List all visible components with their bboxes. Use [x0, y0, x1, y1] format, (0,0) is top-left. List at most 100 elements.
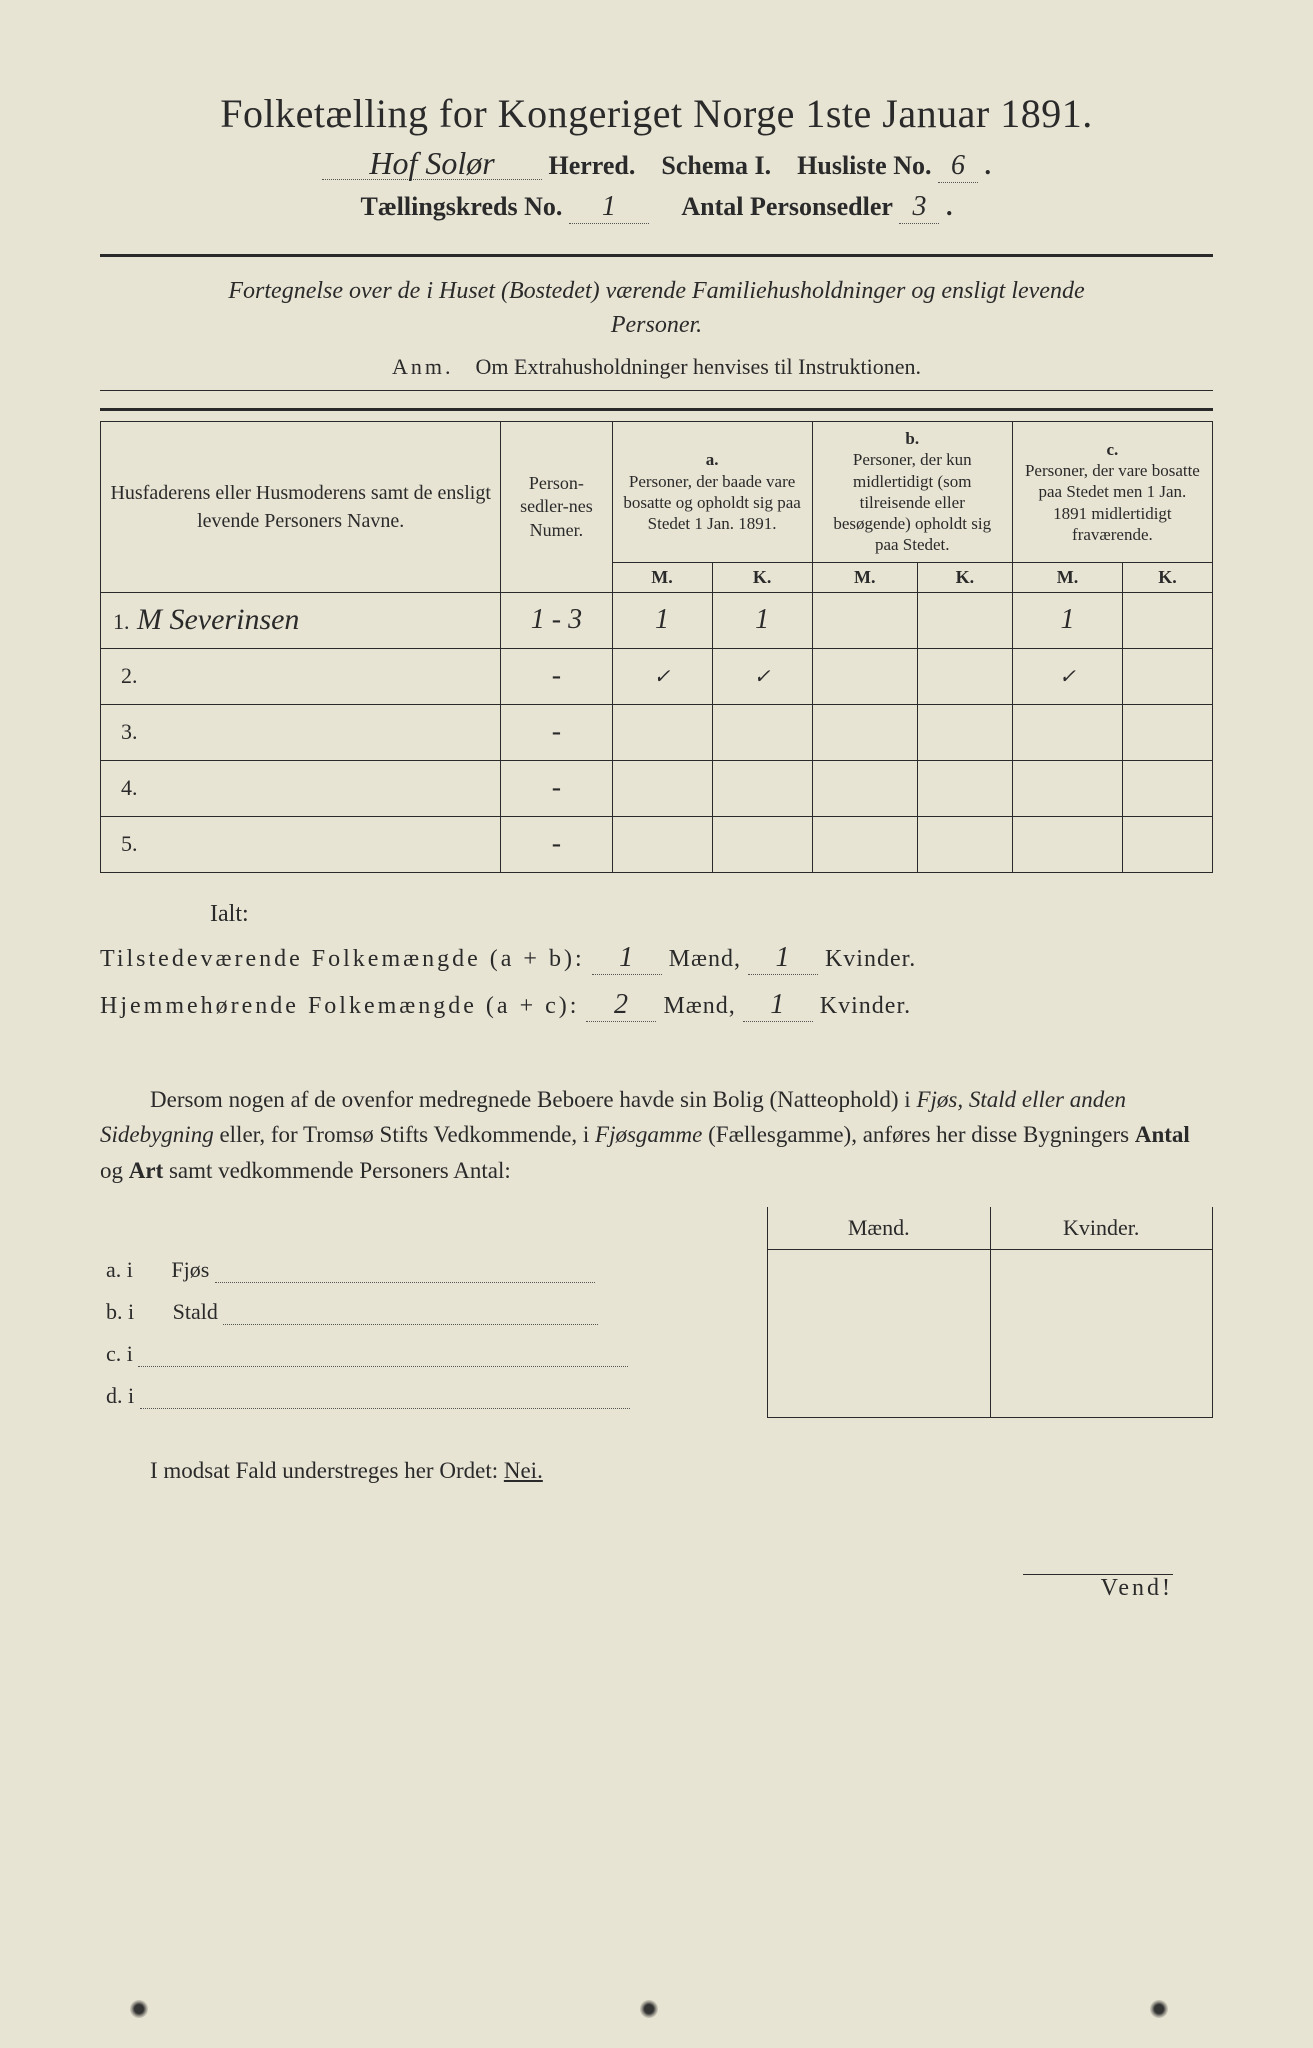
row-bM [812, 648, 917, 704]
antal-label: Antal Personsedler [681, 192, 893, 221]
summary1-m: 1 [592, 942, 662, 975]
row-num-label: 5. [101, 816, 501, 872]
herred-handwritten: Hof Solør [322, 147, 542, 180]
anm-line: Anm. Om Extrahusholdninger henvises til … [100, 354, 1213, 380]
divider-thin [100, 390, 1213, 391]
row-cK [1123, 704, 1213, 760]
row-aK [712, 816, 812, 872]
row-bM [812, 704, 917, 760]
side-maend-header: Mænd. [768, 1207, 991, 1250]
schema-label: Schema I. [661, 151, 771, 180]
table-row: 2. - ✓ ✓ ✓ [101, 648, 1213, 704]
row-num-label: 4. [101, 760, 501, 816]
row-cM: 1 [1012, 592, 1122, 648]
form-subtitle: Fortegnelse over de i Huset (Bostedet) v… [207, 275, 1107, 342]
row-cM [1012, 816, 1122, 872]
header-line-2: Hof Solør Herred. Schema I. Husliste No.… [100, 147, 1213, 183]
kvinder-label: Kvinder. [825, 946, 916, 972]
row-num: - [501, 816, 612, 872]
row-aK [712, 704, 812, 760]
col-header-names: Husfaderens eller Husmoderens samt de en… [101, 422, 501, 593]
main-table: Husfaderens eller Husmoderens samt de en… [100, 421, 1213, 873]
header-line-3: Tællingskreds No. 1 Antal Personsedler 3… [100, 191, 1213, 224]
maend-label: Mænd, [669, 946, 741, 972]
vend-label: Vend! [100, 1575, 1213, 1602]
col-b-m: M. [812, 562, 917, 592]
row-bK [917, 704, 1012, 760]
herred-label: Herred. [549, 151, 636, 180]
row-bK [917, 648, 1012, 704]
row-aK: 1 [712, 592, 812, 648]
pinhole-icon [1150, 2000, 1168, 2018]
row-name: 1. M Severinsen [101, 592, 501, 648]
nei-line: I modsat Fald understreges her Ordet: Ne… [100, 1458, 1213, 1484]
row-cK [1123, 648, 1213, 704]
row-cK [1123, 816, 1213, 872]
row-aM [612, 704, 712, 760]
pinhole-icon [640, 2000, 658, 2018]
row-aK [712, 760, 812, 816]
kvinder-label: Kvinder. [820, 993, 911, 1019]
kreds-label: Tællingskreds No. [361, 192, 563, 221]
col-c-m: M. [1012, 562, 1122, 592]
row-aK: ✓ [712, 648, 812, 704]
side-row: b. i Stald [100, 1291, 1213, 1333]
col-a-m: M. [612, 562, 712, 592]
antal-no: 3 [899, 191, 939, 224]
side-row: d. i [100, 1375, 1213, 1417]
anm-label: Anm. [392, 354, 454, 379]
nei-word: Nei. [504, 1458, 543, 1483]
pinhole-icon [130, 2000, 148, 2018]
side-row: a. i Fjøs [100, 1249, 1213, 1291]
summary2-k: 1 [743, 989, 813, 1022]
col-header-c: c. Personer, der vare bosatte paa Stedet… [1012, 422, 1212, 563]
row-num: - [501, 704, 612, 760]
maend-label: Mænd, [663, 993, 735, 1019]
summary-line-2: Hjemmehørende Folkemængde (a + c): 2 Mæn… [100, 989, 1213, 1022]
side-kvinder-header: Kvinder. [990, 1207, 1213, 1250]
ialt-label: Ialt: [210, 901, 1213, 928]
row-bK [917, 816, 1012, 872]
table-row: 1. M Severinsen 1 - 3 1 1 1 [101, 592, 1213, 648]
summary2-m: 2 [586, 989, 656, 1022]
table-row: 4. - [101, 760, 1213, 816]
summary1-label: Tilstedeværende Folkemængde (a + b): [100, 946, 585, 972]
row-bM [812, 816, 917, 872]
col-a-k: K. [712, 562, 812, 592]
row-num: 1 - 3 [501, 592, 612, 648]
row-aM: 1 [612, 592, 712, 648]
row-bM [812, 592, 917, 648]
table-row: 5. - [101, 816, 1213, 872]
row-num-label: 2. [101, 648, 501, 704]
col-c-k: K. [1123, 562, 1213, 592]
divider [100, 408, 1213, 411]
page-title: Folketælling for Kongeriget Norge 1ste J… [100, 90, 1213, 137]
row-cK [1123, 592, 1213, 648]
table-row: 3. - [101, 704, 1213, 760]
side-row: c. i [100, 1333, 1213, 1375]
divider [100, 254, 1213, 257]
row-num-label: 3. [101, 704, 501, 760]
row-num: - [501, 648, 612, 704]
side-building-table: Mænd. Kvinder. a. i Fjøs b. i Stald [100, 1207, 1213, 1418]
col-header-b: b. Personer, der kun midlertidigt (som t… [812, 422, 1012, 563]
husliste-label: Husliste No. [797, 151, 931, 180]
col-header-a: a. Personer, der baade vare bosatte og o… [612, 422, 812, 563]
census-form: Folketælling for Kongeriget Norge 1ste J… [100, 90, 1213, 1602]
col-header-nums: Person-sedler-nes Numer. [501, 422, 612, 593]
anm-text: Om Extrahusholdninger henvises til Instr… [476, 354, 921, 379]
side-building-paragraph: Dersom nogen af de ovenfor medregnede Be… [100, 1082, 1213, 1189]
row-cM [1012, 760, 1122, 816]
row-bM [812, 760, 917, 816]
summary1-k: 1 [748, 942, 818, 975]
summary-line-1: Tilstedeværende Folkemængde (a + b): 1 M… [100, 942, 1213, 975]
row-cM: ✓ [1012, 648, 1122, 704]
row-cK [1123, 760, 1213, 816]
row-aM: ✓ [612, 648, 712, 704]
row-aM [612, 816, 712, 872]
row-num: - [501, 760, 612, 816]
husliste-no: 6 [938, 150, 978, 183]
summary2-label: Hjemmehørende Folkemængde (a + c): [100, 993, 579, 1019]
kreds-no: 1 [569, 191, 649, 224]
row-aM [612, 760, 712, 816]
